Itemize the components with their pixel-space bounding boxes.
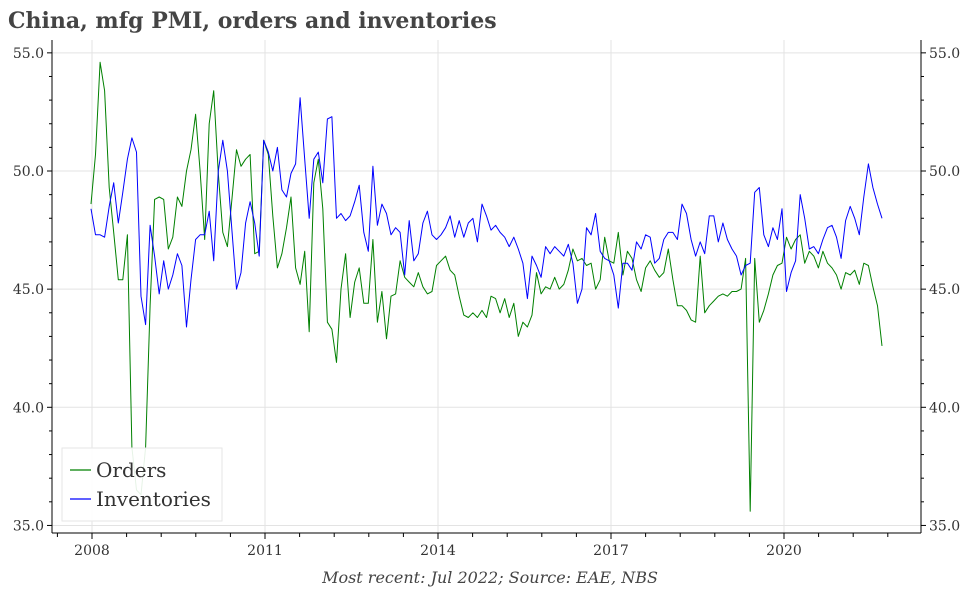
x-tick-label: 2011 xyxy=(247,543,283,559)
y-tick-label-right: 40.0 xyxy=(929,400,960,416)
y-tick-label-left: 45.0 xyxy=(13,282,44,298)
legend-label-inventories: Inventories xyxy=(96,487,211,511)
x-tick-label: 2017 xyxy=(593,543,629,559)
y-tick-label-left: 35.0 xyxy=(13,518,44,534)
y-tick-label-left: 40.0 xyxy=(13,400,44,416)
y-tick-label-right: 55.0 xyxy=(929,46,960,62)
footnote: Most recent: Jul 2022; Source: EAE, NBS xyxy=(321,568,658,587)
chart-title: China, mfg PMI, orders and inventories xyxy=(8,8,497,34)
x-tick-label: 2020 xyxy=(766,543,802,559)
legend-label-orders: Orders xyxy=(96,458,166,482)
y-tick-label-right: 50.0 xyxy=(929,164,960,180)
y-tick-label-left: 55.0 xyxy=(13,46,44,62)
gridlines xyxy=(52,40,921,533)
y-tick-label-left: 50.0 xyxy=(13,164,44,180)
y-tick-label-right: 45.0 xyxy=(929,282,960,298)
legend-box xyxy=(61,447,223,522)
series-line-orders xyxy=(90,61,883,512)
x-tick-label: 2008 xyxy=(74,543,110,559)
y-tick-label-right: 35.0 xyxy=(929,518,960,534)
axes: 35.0 35.0 40.0 40.0 45.0 45.0 50.0 50.0 55.0 55.0… xyxy=(13,40,960,559)
series-lines xyxy=(90,61,883,512)
x-tick-label: 2014 xyxy=(420,543,456,559)
legend: Orders Inventories xyxy=(61,447,223,522)
series-line-inventories xyxy=(90,97,883,328)
